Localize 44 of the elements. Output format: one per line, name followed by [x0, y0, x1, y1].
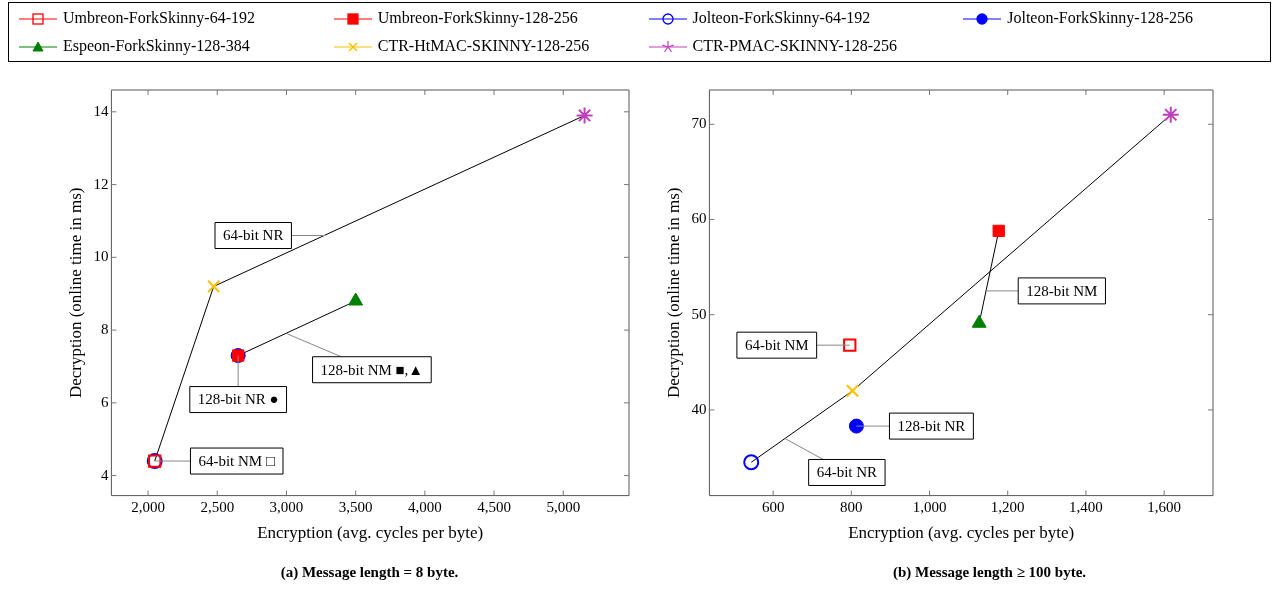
x-axis-title: Encryption (avg. cycles per byte) [257, 523, 484, 543]
text: (b) Message length ≥ 100 byte. [891, 564, 1088, 581]
annotation: 128-bit NR [897, 418, 966, 435]
x-tick-label: 600 [761, 498, 785, 515]
x-tick-label: 1,200 [990, 498, 1025, 515]
annotation: 64-bit NR [223, 227, 284, 244]
x-tick-label: 2,500 [200, 498, 235, 515]
y-axis-title: Decryption (online time in ms) [65, 187, 85, 399]
annotation: 64-bit NR [816, 464, 878, 481]
y-tick-label: 50 [691, 305, 707, 322]
x-tick-label: 4,000 [407, 498, 442, 515]
y-tick-label: 8 [100, 321, 109, 338]
x-tick-label: 4,500 [477, 498, 511, 515]
legend-label: CTR-PMAC-SKINNY-128-256 [692, 37, 897, 54]
x-tick-label: 800 [840, 498, 863, 515]
annotation: 128-bit NR ● [197, 391, 279, 408]
x-tick-label: 3,000 [269, 498, 304, 515]
y-tick-label: 70 [691, 115, 707, 132]
legend-label: Umbreon-ForkSkinny-64-192 [63, 9, 255, 26]
x-tick-label: 1,600 [1147, 498, 1181, 515]
legend-label: Jolteon-ForkSkinny-64-192 [692, 9, 871, 26]
annotation: 128-bit NM [1026, 282, 1098, 299]
y-tick-label: 60 [691, 210, 707, 227]
x-tick-label: 1,400 [1069, 498, 1103, 515]
y-tick-label: 40 [691, 400, 707, 417]
legend-label: CTR-HtMAC-SKINNY-128-256 [377, 37, 590, 54]
legend-label: Jolteon-ForkSkinny-128-256 [1007, 9, 1194, 26]
y-tick-label: 12 [93, 175, 109, 192]
annotation: 128-bit NM ■,▲ [320, 361, 424, 378]
x-axis-title: Encryption (avg. cycles per byte) [848, 523, 1075, 543]
x-tick-label: 1,000 [912, 498, 947, 515]
annotation: 64-bit NM [744, 337, 809, 354]
x-tick-label: 3,500 [338, 498, 373, 515]
y-tick-label: 4 [100, 466, 109, 483]
x-tick-label: 5,000 [546, 498, 581, 515]
legend-label: Umbreon-ForkSkinny-128-256 [377, 9, 578, 26]
x-tick-label: 2,000 [131, 498, 165, 515]
text: (a) Message length = 8 byte. [279, 564, 460, 581]
legend-label: Espeon-ForkSkinny-128-384 [63, 37, 250, 54]
annotation: 64-bit NM □ [198, 452, 275, 469]
y-tick-label: 14 [93, 102, 109, 119]
y-tick-label: 6 [100, 393, 109, 410]
y-tick-label: 10 [93, 248, 109, 265]
y-axis-title: Decryption (online time in ms) [663, 187, 683, 399]
